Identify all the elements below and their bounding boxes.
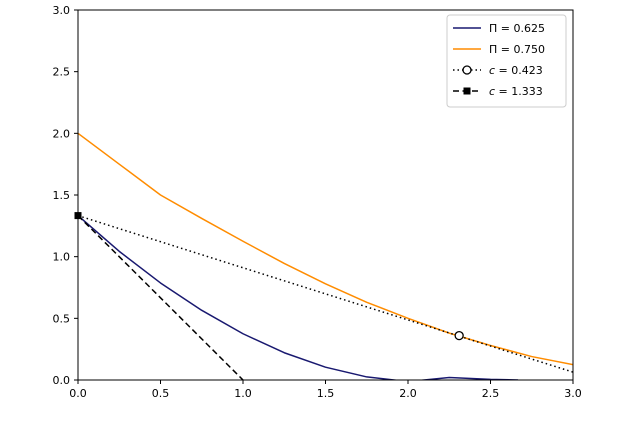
series-line-3 <box>78 214 573 373</box>
y-tick-label: 0.5 <box>53 312 71 325</box>
x-tick-label: 0.5 <box>152 387 170 400</box>
y-tick-label: 1.0 <box>53 251 71 264</box>
y-tick-label: 2.0 <box>53 127 71 140</box>
y-tick-label: 1.5 <box>53 189 71 202</box>
x-tick-label: 1.5 <box>317 387 335 400</box>
series-line-4 <box>78 215 244 380</box>
marker-layer <box>74 212 464 341</box>
x-tick-label: 0.0 <box>69 387 87 400</box>
legend-label: Π = 0.750 <box>489 43 545 56</box>
series-line-1 <box>78 215 519 380</box>
x-tick-label: 2.5 <box>482 387 500 400</box>
y-axis: 0.0 0.5 1.0 1.5 2.0 2.5 3.0 <box>53 4 78 387</box>
plot-area <box>77 9 574 381</box>
legend-label: c = 0.423 <box>489 64 543 77</box>
legend-entry: Π = 0.625 <box>453 22 545 35</box>
y-tick-label: 2.5 <box>53 66 71 79</box>
series-layer <box>78 132 573 380</box>
legend-label: c = 1.333 <box>489 85 543 98</box>
legend-box <box>446 14 567 108</box>
x-tick-label: 2.0 <box>399 387 417 400</box>
series-marker-3 <box>454 330 464 341</box>
legend-label: Π = 0.625 <box>489 22 545 35</box>
legend-entry: c = 0.423 <box>453 64 543 77</box>
x-axis: 0.0 0.5 1.0 1.5 2.0 2.5 3.0 <box>69 380 582 400</box>
legend-entry: c = 1.333 <box>453 85 543 98</box>
legend-marker <box>463 87 471 95</box>
x-tick-label: 1.0 <box>234 387 252 400</box>
series-line-2 <box>78 132 573 366</box>
y-tick-label: 3.0 <box>53 4 71 17</box>
y-tick-label: 0.0 <box>53 374 71 387</box>
x-tick-label: 3.0 <box>564 387 582 400</box>
legend-marker <box>462 65 472 75</box>
legend: Π = 0.625 Π = 0.750 c = 0.423 c = 1.333 <box>446 14 567 108</box>
series-marker-4 <box>74 212 82 220</box>
legend-entry: Π = 0.750 <box>453 43 545 56</box>
